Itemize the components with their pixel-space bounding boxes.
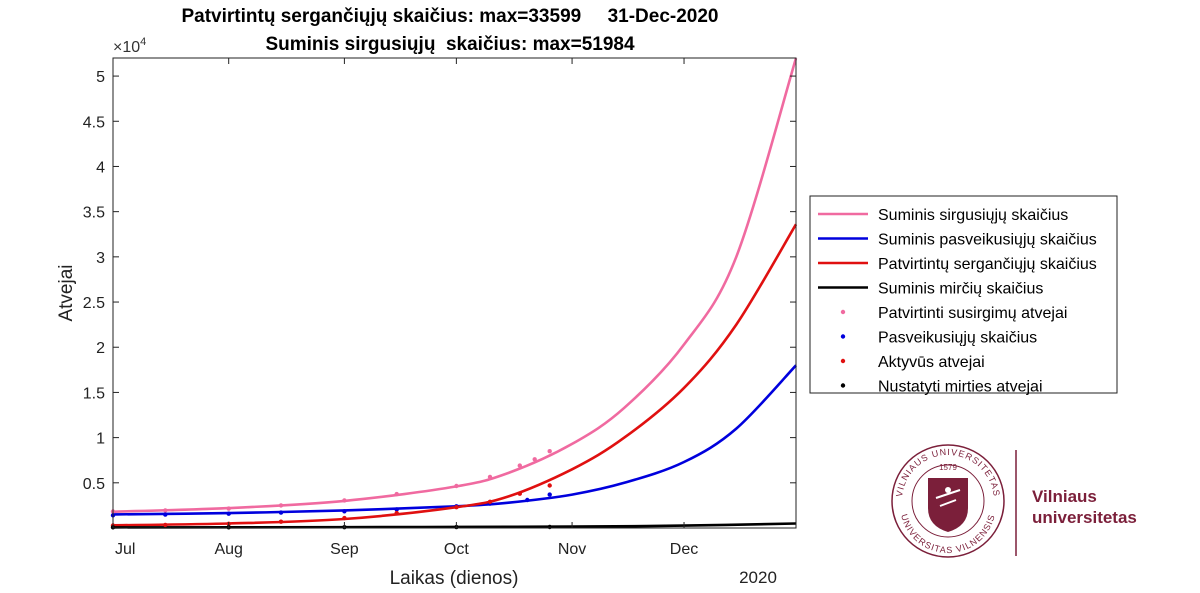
- series-line-1: [112, 364, 797, 516]
- series-line-3: [112, 522, 797, 529]
- y-tick-label-4: 2.5: [83, 295, 105, 312]
- x-tick-label-3: Oct: [444, 541, 469, 558]
- series-point-4-6: [454, 483, 459, 489]
- series-point-4-2: [226, 506, 231, 511]
- legend-swatch-7: [840, 383, 846, 388]
- series-point-5-9: [547, 492, 552, 497]
- x-tick-label-5: Dec: [670, 541, 698, 558]
- series-line-2: [112, 223, 798, 527]
- x-tick-label-0: Jul: [115, 541, 135, 558]
- y-exponent-label: ×104: [113, 36, 146, 56]
- series-point-6-5: [394, 510, 399, 516]
- series-point-7-4: [547, 524, 552, 530]
- series-point-4-4: [342, 498, 347, 503]
- x-tick-label-1: Aug: [214, 541, 242, 558]
- legend-label-5: Pasveikusiųjų skaičius: [878, 330, 1037, 347]
- university-seal: 1579 VILNIAUS UNIVERSITETAS UNIVERSITAS …: [891, 444, 1005, 558]
- legend-box: [809, 195, 1118, 394]
- x-year-label: 2020: [739, 568, 777, 587]
- series-point-5-4: [342, 509, 347, 514]
- series-point-6-4: [342, 515, 347, 521]
- series-point-6-9: [547, 483, 552, 488]
- x-axis-label: Laikas (dienos): [390, 568, 519, 589]
- seal-year: 1579: [939, 463, 957, 472]
- legend-label-2: Patvirtintų sergančiųjų skaičius: [878, 256, 1097, 273]
- series-point-6-8: [517, 491, 522, 496]
- x-tick-label-2: Sep: [330, 541, 359, 558]
- y-tick-label-8: 4.5: [83, 114, 105, 131]
- chart-subtitle: Suminis sirgusiųjų skaičius: max=51984: [265, 34, 635, 55]
- legend-label-6: Aktyvūs atvejai: [878, 354, 985, 371]
- y-tick-label-5: 3: [96, 250, 105, 267]
- legend-swatch-5: [840, 334, 846, 339]
- university-name-line1: Vilniaus: [1032, 487, 1097, 506]
- legend-swatch-6: [840, 358, 846, 364]
- legend-label-7: Nustatyti mirties atvejai: [878, 379, 1043, 396]
- legend-label-3: Suminis mirčių skaičius: [878, 281, 1043, 298]
- series-point-6-3: [278, 519, 284, 524]
- series-point-4-1: [163, 508, 168, 513]
- series-point-5-1: [163, 512, 168, 517]
- series-line-0: [112, 57, 798, 513]
- university-name-line2: universitetas: [1032, 508, 1137, 527]
- y-tick-label-2: 1.5: [83, 385, 105, 402]
- y-tick-label-3: 2: [96, 340, 105, 357]
- legend-swatch-4: [840, 309, 846, 315]
- series-point-5-5: [394, 507, 399, 512]
- series-point-6-1: [163, 522, 168, 528]
- series-point-4-9: [532, 457, 537, 462]
- plot-frame: [112, 57, 797, 529]
- y-tick-label-1: 1: [96, 431, 105, 448]
- series-point-4-3: [278, 503, 284, 508]
- series-point-5-8: [525, 497, 530, 503]
- legend-label-1: Suminis pasveikusiųjų skaičius: [878, 232, 1097, 249]
- series-point-4-7: [487, 474, 493, 480]
- legend-label-0: Suminis sirgusiųjų skaičius: [878, 207, 1068, 224]
- y-tick-label-7: 4: [96, 159, 105, 176]
- series-point-6-6: [454, 505, 459, 510]
- series-point-4-8: [517, 463, 522, 468]
- y-tick-label-9: 5: [96, 69, 105, 86]
- y-tick-label-6: 3.5: [83, 205, 105, 222]
- x-tick-label-4: Nov: [558, 541, 586, 558]
- series-point-5-2: [226, 511, 231, 516]
- series-point-5-3: [278, 510, 284, 515]
- series-point-4-5: [394, 491, 399, 497]
- series-point-4-10: [547, 449, 552, 454]
- legend-label-4: Patvirtinti susirgimų atvejai: [878, 305, 1067, 322]
- y-axis-label: Atvejai: [56, 264, 77, 321]
- series-point-6-7: [487, 499, 493, 504]
- chart-title: Patvirtintų sergančiųjų skaičius: max=33…: [181, 6, 719, 27]
- y-tick-label-0: 0.5: [83, 476, 105, 493]
